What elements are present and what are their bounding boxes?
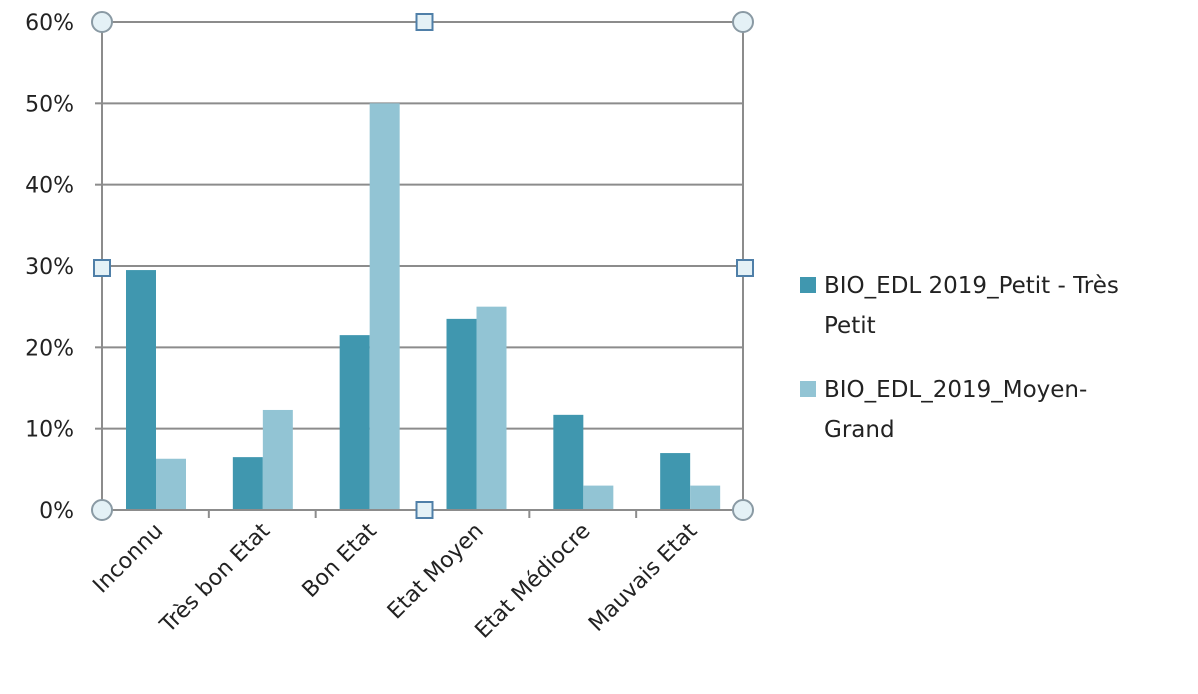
bar (156, 458, 186, 510)
x-tick-label: Bon Etat (298, 518, 382, 602)
legend-label: BIO_EDL_2019_Moyen- (824, 377, 1087, 403)
edge-resize-handle[interactable] (736, 259, 754, 277)
bar (476, 306, 507, 510)
legend-label: Grand (824, 417, 895, 443)
corner-resize-handle[interactable] (91, 11, 113, 33)
bar (446, 318, 477, 510)
y-tick-labels: 0% 10% 20% 30% 40% 50% 60% (25, 11, 74, 524)
bar (660, 453, 691, 510)
bar (583, 485, 614, 510)
x-tick-label: Inconnu (88, 519, 168, 599)
bar (339, 335, 370, 510)
edge-resize-handle[interactable] (415, 13, 434, 31)
bar (126, 270, 156, 510)
axes (95, 21, 744, 518)
y-tick-label: 50% (25, 92, 74, 117)
corner-resize-handle[interactable] (91, 499, 113, 521)
legend-label: Petit (824, 313, 876, 339)
corner-resize-handle[interactable] (732, 499, 754, 521)
legend-label: BIO_EDL 2019_Petit - Très (824, 273, 1119, 299)
bar (369, 103, 400, 510)
corner-resize-handle[interactable] (732, 11, 754, 33)
legend-swatch (800, 277, 816, 293)
bar (232, 457, 263, 510)
legend: BIO_EDL 2019_Petit - Très Petit BIO_EDL_20… (800, 273, 1119, 443)
y-tick-label: 10% (25, 418, 74, 443)
x-tick-label: Etat Moyen (383, 519, 489, 625)
bar (553, 414, 584, 510)
legend-item: BIO_EDL_2019_Moyen- Grand (800, 377, 1087, 443)
gridlines (102, 21, 743, 430)
x-tick-label: Mauvais Etat (584, 518, 702, 636)
bar (262, 409, 293, 510)
y-tick-label: 0% (39, 499, 74, 524)
y-tick-label: 40% (25, 174, 74, 199)
bars (126, 103, 721, 510)
legend-item: BIO_EDL 2019_Petit - Très Petit (800, 273, 1119, 339)
legend-swatch (800, 381, 816, 397)
bar (690, 485, 721, 510)
selection-handles[interactable] (91, 11, 754, 521)
x-tick-label: Très bon Etat (155, 518, 275, 638)
y-tick-label: 30% (25, 255, 74, 280)
x-tick-label: Etat Médiocre (471, 519, 596, 644)
y-tick-label: 20% (25, 336, 74, 361)
y-tick-label: 60% (25, 11, 74, 36)
edge-resize-handle[interactable] (415, 501, 434, 519)
edge-resize-handle[interactable] (93, 259, 111, 277)
